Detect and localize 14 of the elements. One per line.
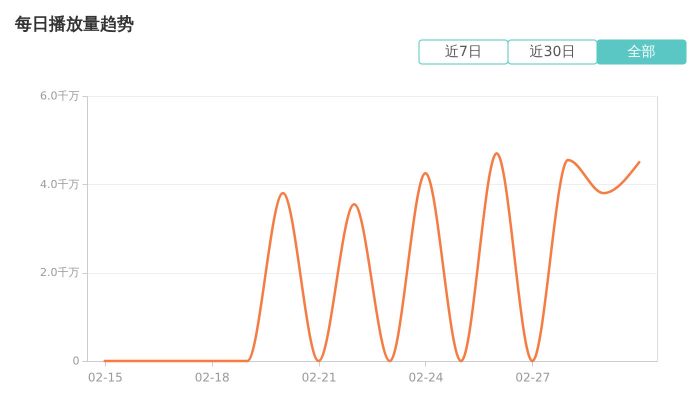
chart-title: 每日播放量趋势: [14, 14, 134, 34]
y-tick-label: 0: [72, 354, 80, 368]
text: 近30日: [530, 44, 576, 60]
y-tick-label: 6.0千万: [40, 90, 80, 102]
line-series: [104, 152, 640, 362]
x-tick-label: 02-24: [408, 370, 444, 384]
y-tick-label: 2.0千万: [40, 266, 80, 280]
text: 近7日: [445, 44, 482, 60]
x-tick-label: 02-15: [88, 370, 123, 384]
x-tick-label: 02-27: [515, 370, 550, 384]
y-tick-label: 4.0千万: [40, 178, 80, 191]
x-tick-label: 02-21: [302, 370, 336, 384]
x-tick-label: 02-18: [194, 370, 230, 384]
text: 全部: [628, 44, 656, 60]
